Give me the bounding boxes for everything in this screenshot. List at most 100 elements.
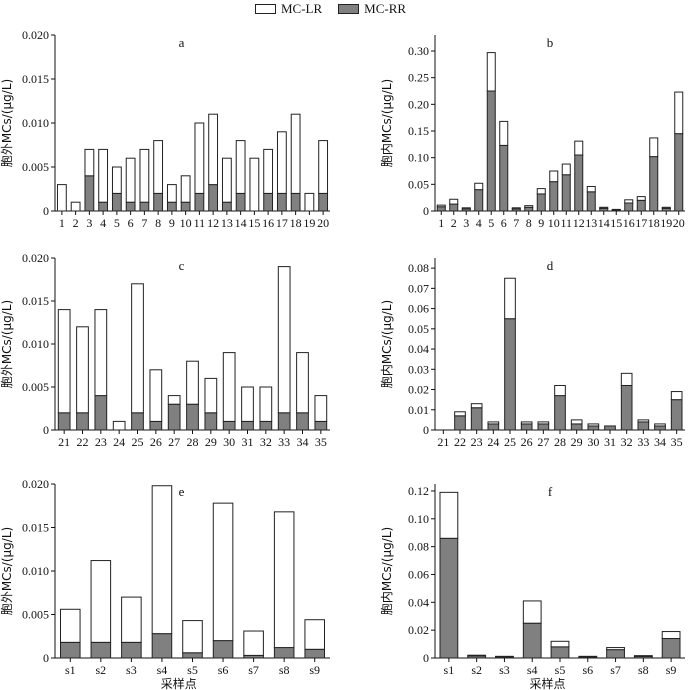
x-tick-label-24: 24 <box>487 435 499 449</box>
y-tick-label: 0.010 <box>22 564 49 578</box>
legend-label-mc-rr: MC-RR <box>364 1 407 16</box>
x-tick-label-7: 7 <box>141 216 147 230</box>
x-tick-label-s7: s7 <box>248 663 259 677</box>
bar-mc-rr-23 <box>94 395 108 431</box>
y-tick-label: 0.12 <box>408 484 429 498</box>
x-tick-label-13: 13 <box>221 216 233 230</box>
x-tick-label-31: 31 <box>604 435 616 449</box>
bar-mc-lr-15 <box>249 157 260 212</box>
bar-mc-lr-4 <box>474 182 484 191</box>
y-tick-label: 0.015 <box>22 294 49 308</box>
bar-mc-lr-33 <box>637 419 650 423</box>
y-tick-label: 0.08 <box>408 261 429 275</box>
bar-mc-lr-29 <box>204 377 218 414</box>
bar-mc-rr-20 <box>318 192 329 212</box>
y-tick-label: 0.005 <box>22 380 49 394</box>
bar-mc-lr-10 <box>549 170 559 183</box>
bar-mc-rr-6 <box>499 144 509 212</box>
bar-mc-lr-13 <box>586 185 596 193</box>
x-tick-label-24: 24 <box>113 435 125 449</box>
bar-mc-rr-20 <box>674 133 684 212</box>
x-tick-label-32: 32 <box>621 435 633 449</box>
x-tick-label-35: 35 <box>671 435 683 449</box>
x-tick-label-s4: s4 <box>527 663 538 677</box>
bar-mc-lr-30 <box>222 352 236 422</box>
bar-mc-lr-s3 <box>495 655 514 658</box>
y-tick-label: 0 <box>423 423 429 437</box>
bar-mc-lr-9 <box>166 184 177 203</box>
bar-mc-rr-30 <box>587 425 600 431</box>
bar-mc-rr-23 <box>470 407 483 431</box>
bar-mc-rr-6 <box>125 201 136 212</box>
y-tick-label: 0.005 <box>22 608 49 622</box>
bar-mc-lr-s7 <box>243 630 264 656</box>
bar-mc-lr-13 <box>221 157 232 203</box>
y-tick-label: 0.10 <box>408 512 429 526</box>
bar-mc-lr-33 <box>277 266 291 414</box>
x-tick-label-16: 16 <box>623 216 635 230</box>
bar-mc-rr-12 <box>208 184 219 212</box>
y-axis-title: 胞外MCs/(μg/L) <box>0 527 14 615</box>
x-tick-label-12: 12 <box>207 216 219 230</box>
y-tick-label: 0.06 <box>408 302 429 316</box>
bar-mc-rr-29 <box>204 412 218 431</box>
bar-mc-lr-24 <box>487 421 500 425</box>
bar-mc-rr-4 <box>98 201 109 212</box>
bar-mc-rr-2 <box>449 203 459 212</box>
y-tick-label: 0.02 <box>408 383 429 397</box>
bar-mc-rr-4 <box>474 189 484 212</box>
y-tick-label: 0 <box>43 204 49 218</box>
bar-mc-rr-11 <box>194 192 205 212</box>
y-tick-label: 0.25 <box>408 71 429 85</box>
x-tick-label-31: 31 <box>242 435 254 449</box>
bar-mc-rr-29 <box>570 423 583 431</box>
bar-mc-lr-s9 <box>304 619 326 650</box>
panel-label: e <box>179 484 185 499</box>
bar-mc-rr-26 <box>520 423 533 431</box>
y-tick-label: 0 <box>423 204 429 218</box>
bar-mc-rr-33 <box>637 421 650 431</box>
bar-mc-lr-s2 <box>467 654 487 657</box>
x-tick-label-29: 29 <box>205 435 217 449</box>
chart-panel-f: 0 0.02 0.04 0.06 0.08 0.10 0.12 s1 s2 s3 s4 s5 s6 s7 s… <box>380 484 685 690</box>
x-tick-label-33: 33 <box>278 435 290 449</box>
x-tick-label-35: 35 <box>315 435 327 449</box>
bar-mc-rr-33 <box>277 412 291 431</box>
y-axis-title: 胞内MCs/(μg/L) <box>380 527 394 615</box>
bar-mc-rr-21 <box>57 412 71 431</box>
bar-mc-lr-9 <box>536 188 546 195</box>
y-tick-label: 0.04 <box>408 342 429 356</box>
bar-mc-rr-28 <box>186 403 199 431</box>
bar-mc-rr-s5 <box>550 646 570 659</box>
x-tick-label-33: 33 <box>637 435 649 449</box>
bar-mc-rr-30 <box>222 420 236 431</box>
panel-label: d <box>547 258 554 273</box>
y-tick-label: 0.04 <box>408 595 429 609</box>
bar-mc-lr-19 <box>661 206 671 209</box>
bar-mc-rr-s8 <box>273 647 295 659</box>
bar-mc-lr-15 <box>611 208 621 211</box>
bar-mc-lr-8 <box>153 140 164 194</box>
bar-mc-lr-s4 <box>151 485 173 635</box>
x-tick-label-4: 4 <box>100 216 106 230</box>
x-tick-label-34: 34 <box>654 435 666 449</box>
x-tick-label-s6: s6 <box>582 663 593 677</box>
y-tick-label: 0.08 <box>408 540 429 554</box>
bar-mc-lr-s8 <box>633 655 653 657</box>
x-tick-label-1: 1 <box>438 216 444 230</box>
panel-label: b <box>547 35 554 50</box>
x-tick-label-15: 15 <box>610 216 622 230</box>
bar-mc-lr-27 <box>167 395 181 405</box>
bar-mc-rr-31 <box>604 425 616 431</box>
bar-mc-rr-5 <box>111 192 122 212</box>
y-tick-label: 0.015 <box>22 521 49 535</box>
bar-mc-rr-32 <box>620 384 633 431</box>
x-tick-label-21: 21 <box>58 435 70 449</box>
bar-mc-lr-21 <box>57 309 71 414</box>
bar-mc-lr-s1 <box>60 608 81 643</box>
bar-mc-rr-25 <box>131 412 144 431</box>
x-tick-label-28: 28 <box>187 435 199 449</box>
y-tick-label: 0.020 <box>22 28 49 42</box>
bar-mc-lr-20 <box>674 91 684 135</box>
x-tick-label-10: 10 <box>548 216 560 230</box>
